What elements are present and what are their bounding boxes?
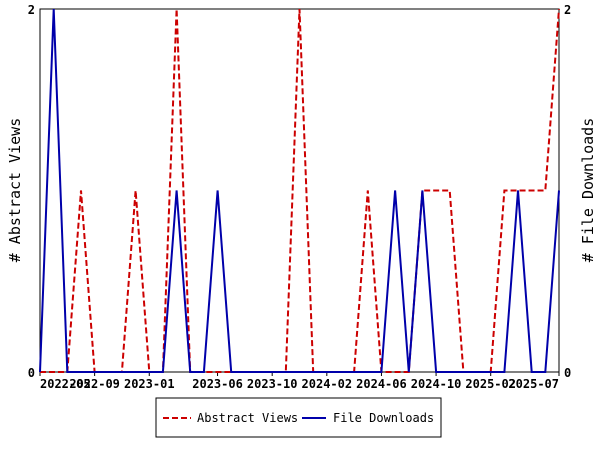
y-left-tick-bottom: 0 <box>28 366 35 380</box>
x-tick-label: 2023-01 <box>124 377 175 391</box>
y-right-tick-top: 2 <box>564 3 571 17</box>
x-tick-label: 2023-10 <box>247 377 298 391</box>
x-tick-label: 2022-05 <box>40 377 91 391</box>
legend-box <box>155 397 442 438</box>
y-right-axis-title: # File Downloads <box>579 118 597 263</box>
y-left-axis-title: # Abstract Views <box>6 118 24 263</box>
x-tick-label: 2022-09 <box>69 377 120 391</box>
x-tick-label: 2024-02 <box>302 377 353 391</box>
y-left-tick-top: 2 <box>28 3 35 17</box>
x-tick-label: 2024-06 <box>356 377 407 391</box>
x-tick-label: 2025-02 <box>465 377 516 391</box>
x-tick-label: 2023-06 <box>192 377 243 391</box>
x-tick-label: 2024-10 <box>411 377 462 391</box>
plot-area <box>39 8 560 373</box>
legend-label-file-downloads: File Downloads <box>333 411 434 425</box>
legend: Abstract Views File Downloads <box>155 397 442 438</box>
series-line-file-downloads <box>39 8 560 373</box>
legend-label-abstract-views: Abstract Views <box>197 411 298 425</box>
x-tick-label: 2025-07 <box>508 377 559 391</box>
y-right-tick-bottom: 0 <box>564 366 571 380</box>
